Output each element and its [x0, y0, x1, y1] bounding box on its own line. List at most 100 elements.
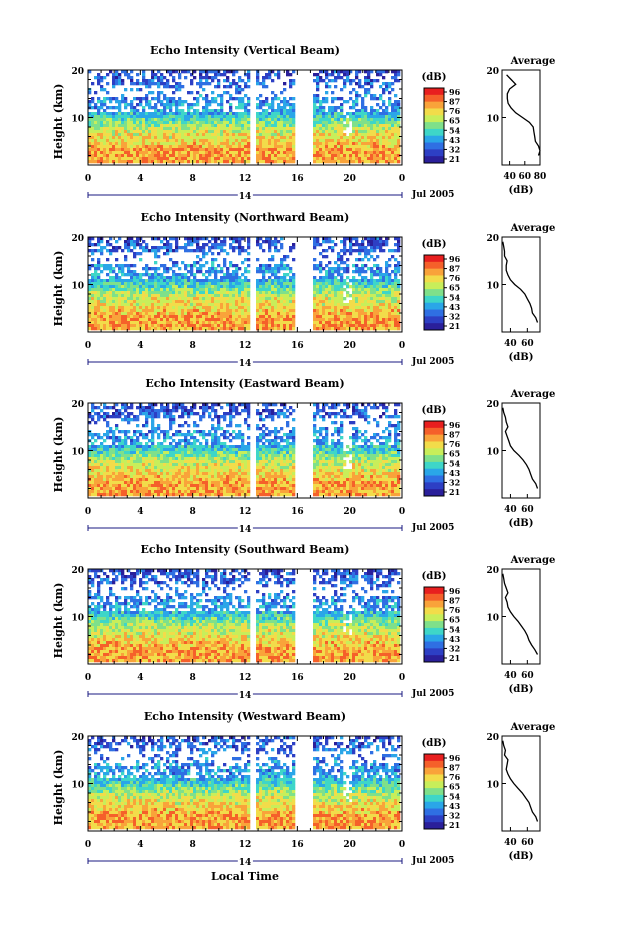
heatmap-cell: [244, 130, 248, 134]
heatmap-cell: [94, 291, 98, 295]
heatmap-cell: [88, 297, 92, 301]
heatmap-cell: [286, 285, 290, 289]
heatmap-cell: [199, 300, 203, 304]
heatmap-cell: [382, 109, 386, 113]
heatmap-cell: [364, 252, 368, 256]
heatmap-cell: [247, 252, 251, 256]
heatmap-cell: [352, 154, 356, 158]
heatmap-cell: [265, 130, 269, 134]
heatmap-cell: [394, 100, 398, 104]
heatmap-cell: [364, 255, 368, 259]
heatmap-cell: [394, 157, 398, 161]
heatmap-cell: [193, 145, 197, 149]
heatmap-cell: [370, 288, 374, 292]
heatmap-cell: [364, 88, 368, 92]
heatmap-cell: [346, 142, 350, 146]
heatmap-cell: [283, 285, 287, 289]
heatmap-cell: [109, 306, 113, 310]
heatmap-cell: [88, 466, 92, 470]
heatmap-cell: [154, 300, 158, 304]
heatmap-cell: [133, 154, 137, 158]
heatmap-cell: [217, 306, 221, 310]
heatmap-cell: [331, 294, 335, 298]
heatmap-cell: [268, 276, 272, 280]
heatmap-cell: [133, 279, 137, 283]
heatmap-cell: [133, 142, 137, 146]
heatmap-cell: [121, 115, 125, 119]
heatmap-cell: [148, 276, 152, 280]
heatmap-cell: [193, 127, 197, 131]
heatmap-cell: [241, 306, 245, 310]
heatmap-cell: [394, 124, 398, 128]
heatmap-cell: [214, 300, 218, 304]
heatmap-cell: [106, 97, 110, 101]
heatmap-cell: [166, 151, 170, 155]
heatmap-cell: [385, 297, 389, 301]
heatmap-cell: [340, 127, 344, 131]
heatmap-cell: [289, 324, 293, 328]
heatmap-cell: [373, 130, 377, 134]
heatmap-cell: [235, 142, 239, 146]
heatmap-cell: [91, 142, 95, 146]
heatmap-cell: [127, 121, 131, 125]
heatmap-cell: [124, 285, 128, 289]
heatmap-cell: [286, 121, 290, 125]
heatmap-cell: [130, 154, 134, 158]
heatmap-cell: [271, 109, 275, 113]
heatmap-cell: [181, 291, 185, 295]
heatmap-cell: [361, 246, 365, 250]
heatmap-cell: [94, 133, 98, 137]
heatmap-cell: [232, 136, 236, 140]
heatmap-cell: [283, 309, 287, 313]
heatmap-cell: [364, 324, 368, 328]
heatmap-cell: [97, 406, 101, 410]
heatmap-cell: [226, 157, 230, 161]
heatmap-cell: [214, 76, 218, 80]
heatmap-cell: [379, 243, 383, 247]
heatmap-cell: [97, 415, 101, 419]
heatmap-cell: [361, 282, 365, 286]
heatmap-cell: [238, 157, 242, 161]
heatmap-cell: [163, 85, 167, 89]
heatmap-cell: [379, 246, 383, 250]
heatmap-cell: [178, 327, 182, 331]
heatmap-cell: [205, 121, 209, 125]
heatmap-cell: [118, 79, 122, 83]
heatmap-cell: [118, 264, 122, 268]
heatmap-cell: [322, 112, 326, 116]
heatmap-cell: [118, 157, 122, 161]
heatmap-cell: [106, 154, 110, 158]
heatmap-cell: [91, 445, 95, 449]
heatmap-cell: [208, 279, 212, 283]
heatmap-cell: [355, 288, 359, 292]
heatmap-cell: [259, 270, 263, 274]
heatmap-cell: [142, 318, 146, 322]
heatmap-cell: [367, 309, 371, 313]
heatmap-cell: [391, 139, 395, 143]
heatmap-cell: [133, 276, 137, 280]
heatmap-cell: [91, 112, 95, 116]
heatmap-cell: [118, 73, 122, 77]
heatmap-cell: [130, 76, 134, 80]
heatmap-cell: [124, 282, 128, 286]
heatmap-cell: [109, 118, 113, 122]
heatmap-cell: [145, 118, 149, 122]
heatmap-cell: [268, 154, 272, 158]
heatmap-cell: [331, 318, 335, 322]
heatmap-cell: [280, 112, 284, 116]
heatmap-cell: [88, 490, 92, 494]
heatmap-cell: [343, 321, 347, 325]
heatmap-cell: [142, 160, 146, 164]
heatmap-cell: [178, 267, 182, 271]
heatmap-cell: [91, 318, 95, 322]
heatmap-cell: [265, 267, 269, 271]
heatmap-cell: [202, 249, 206, 253]
heatmap-cell: [397, 249, 401, 253]
heatmap-cell: [256, 312, 260, 316]
heatmap-cell: [340, 112, 344, 116]
heatmap-cell: [166, 324, 170, 328]
heatmap-cell: [226, 148, 230, 152]
heatmap-cell: [397, 264, 401, 268]
heatmap-cell: [139, 142, 143, 146]
colorbar-tick-label: 76: [449, 273, 461, 283]
